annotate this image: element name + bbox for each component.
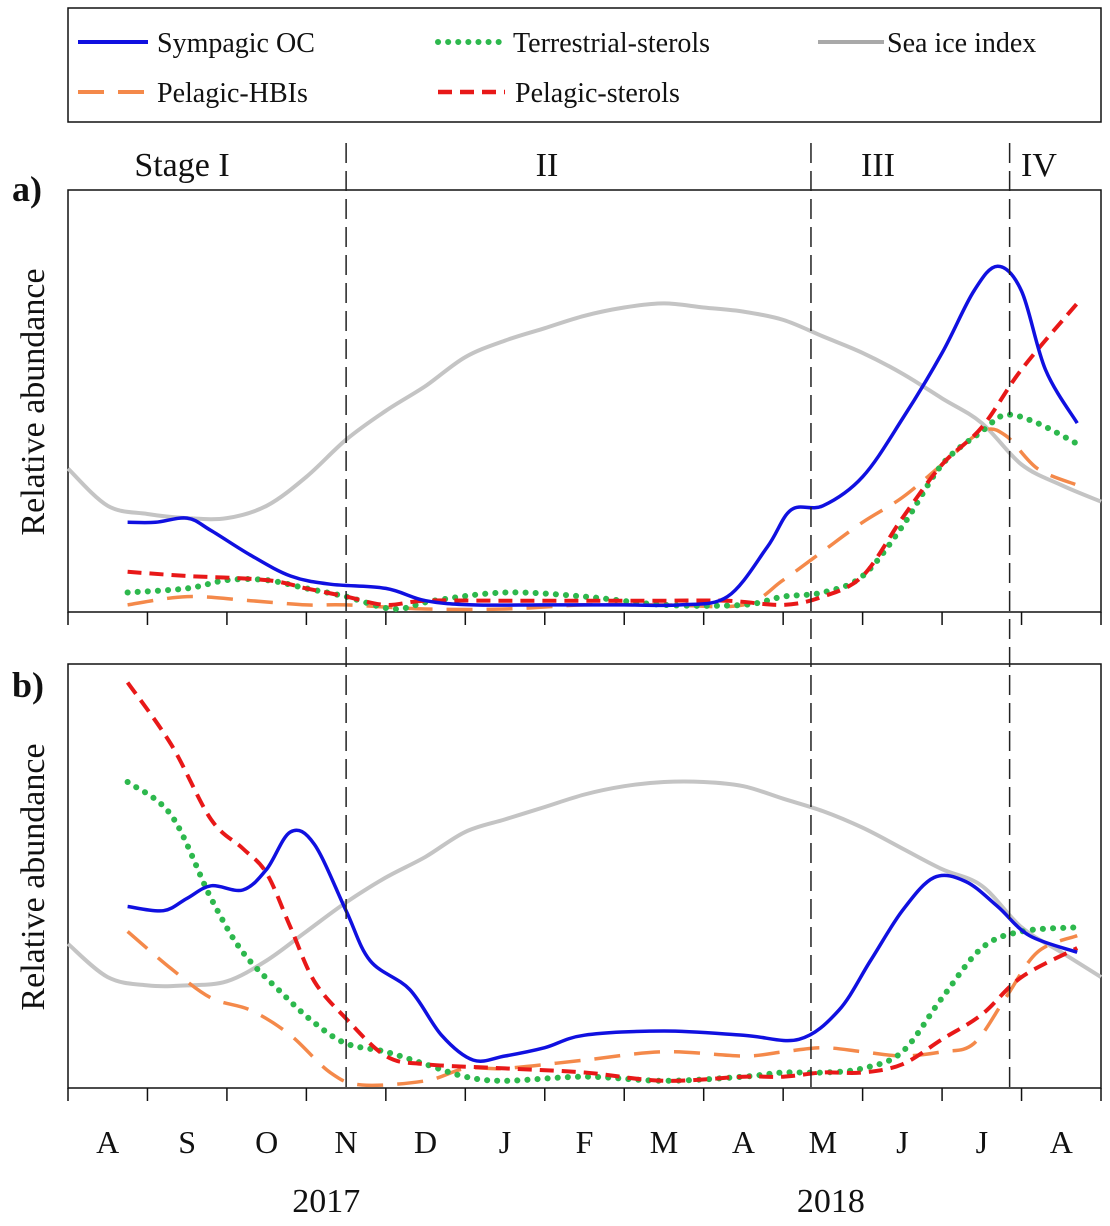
legend-entry-pelagic-hbis: Pelagic-HBIs	[78, 78, 308, 109]
month-label-2: O	[255, 1124, 278, 1160]
year-label-2017: 2017	[292, 1183, 360, 1220]
month-label-4: D	[414, 1124, 437, 1160]
panel-b: b) Relative abundance	[12, 663, 1103, 1101]
month-label-12: A	[1050, 1124, 1073, 1160]
panel-a-label: a)	[12, 169, 42, 209]
stage-label-3: III	[861, 147, 895, 184]
stage-boundaries	[345, 143, 1011, 1088]
panel-b-x-ticks	[67, 1088, 1102, 1101]
legend-entry-pelagic-sterols: Pelagic-sterols	[438, 78, 680, 109]
series-sea-ice-index-b	[66, 779, 1103, 989]
panel-a: a) Relative abundance	[12, 169, 1102, 625]
panel-a-frame	[67, 189, 1102, 613]
series-sympagic-oc-a	[127, 264, 1079, 608]
series-terrestrial-sterols-b	[124, 779, 1081, 1084]
legend-entry-terrestrial-sterols: Terrestrial-sterols	[435, 28, 710, 59]
series-sympagic-oc-b	[127, 828, 1078, 1063]
panel-a-series	[66, 264, 1102, 613]
panel-b-frame	[67, 663, 1102, 1089]
legend-label-pelagic-hbis: Pelagic-HBIs	[157, 78, 308, 109]
legend-label-sympagic-oc: Sympagic OC	[157, 28, 315, 59]
series-pelagic-sterols-a	[127, 302, 1079, 607]
month-label-7: M	[650, 1124, 678, 1160]
month-label-3: N	[335, 1124, 358, 1160]
series-pelagic-sterols-b	[125, 681, 1079, 1083]
legend-entry-sea-ice-index: Sea ice index	[818, 28, 1036, 59]
panel-b-series	[66, 681, 1103, 1088]
month-label-10: J	[896, 1124, 908, 1160]
series-sea-ice-index-a	[66, 301, 1102, 522]
legend-entry-sympagic-oc: Sympagic OC	[78, 28, 315, 59]
panel-a-x-ticks	[67, 612, 1102, 625]
legend-label-pelagic-sterols: Pelagic-sterols	[515, 78, 680, 109]
month-label-5: J	[499, 1124, 511, 1160]
legend-label-terrestrial-sterols: Terrestrial-sterols	[513, 28, 710, 59]
series-pelagic-hbis-b	[126, 930, 1078, 1088]
legend: Sympagic OC Terrestrial-sterols Sea ice …	[67, 7, 1102, 123]
stage-label-1: Stage I	[134, 147, 229, 184]
stage-label-4: IV	[1021, 147, 1057, 184]
series-pelagic-hbis-a	[127, 427, 1078, 612]
month-label-11: J	[976, 1124, 988, 1160]
month-label-0: A	[96, 1124, 119, 1160]
panel-a-ylabel: Relative abundance	[15, 268, 52, 535]
stage-labels: Stage I II III IV	[134, 147, 1057, 184]
legend-label-sea-ice-index: Sea ice index	[887, 28, 1036, 59]
panel-b-ylabel: Relative abundance	[15, 743, 52, 1010]
stage-label-2: II	[536, 147, 559, 184]
month-label-9: M	[809, 1124, 837, 1160]
month-label-1: S	[178, 1124, 196, 1160]
legend-box	[67, 7, 1102, 123]
panel-b-label: b)	[12, 665, 44, 705]
year-labels: 2017 2018	[292, 1183, 865, 1220]
month-label-8: A	[732, 1124, 755, 1160]
month-label-6: F	[576, 1124, 594, 1160]
year-label-2018: 2018	[797, 1183, 865, 1220]
